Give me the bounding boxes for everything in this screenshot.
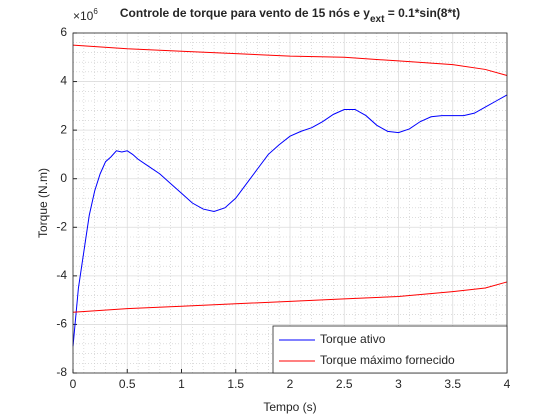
series-line <box>72 94 508 347</box>
y-tick-label: 4 <box>60 74 67 88</box>
y-tick-label: 2 <box>60 122 67 136</box>
series-line <box>72 44 508 76</box>
legend: Torque ativo Torque máximo fornecido <box>272 325 508 374</box>
chart-title: Controle de torque para vento de 15 nós … <box>120 6 460 24</box>
y-exponent-base: ×10 <box>73 9 94 23</box>
x-axis-label: Tempo (s) <box>263 400 316 414</box>
x-tick-label: 0.5 <box>119 377 136 391</box>
y-tick-label: 6 <box>60 25 67 39</box>
y-tick-label: -6 <box>56 317 67 331</box>
y-exponent-power: 6 <box>93 7 98 16</box>
x-tick-label: 4 <box>504 377 511 391</box>
title-subscript: ext <box>370 14 385 25</box>
x-tick-label: 3.5 <box>444 377 461 391</box>
legend-box <box>272 325 508 374</box>
legend-label: Torque ativo <box>320 332 386 346</box>
y-tick-label: -4 <box>56 268 67 282</box>
title-main: Controle de torque para vento de 15 nós … <box>120 6 370 20</box>
y-tick-label: -2 <box>56 219 67 233</box>
series-line <box>72 281 508 313</box>
x-tick-label: 0 <box>70 377 77 391</box>
x-tick-label: 1.5 <box>227 377 244 391</box>
legend-label: Torque máximo fornecido <box>320 353 455 367</box>
x-tick-label: 2.5 <box>336 377 353 391</box>
y-exponent: ×106 <box>73 7 98 23</box>
y-tick-label: -8 <box>56 365 67 379</box>
x-tick-label: 1 <box>178 377 185 391</box>
x-tick-label: 3 <box>395 377 402 391</box>
y-axis-label: Torque (N.m) <box>36 168 50 238</box>
y-tick-label: 0 <box>60 171 67 185</box>
x-tick-label: 2 <box>287 377 294 391</box>
title-suffix: = 0.1*sin(8*t) <box>384 6 460 20</box>
